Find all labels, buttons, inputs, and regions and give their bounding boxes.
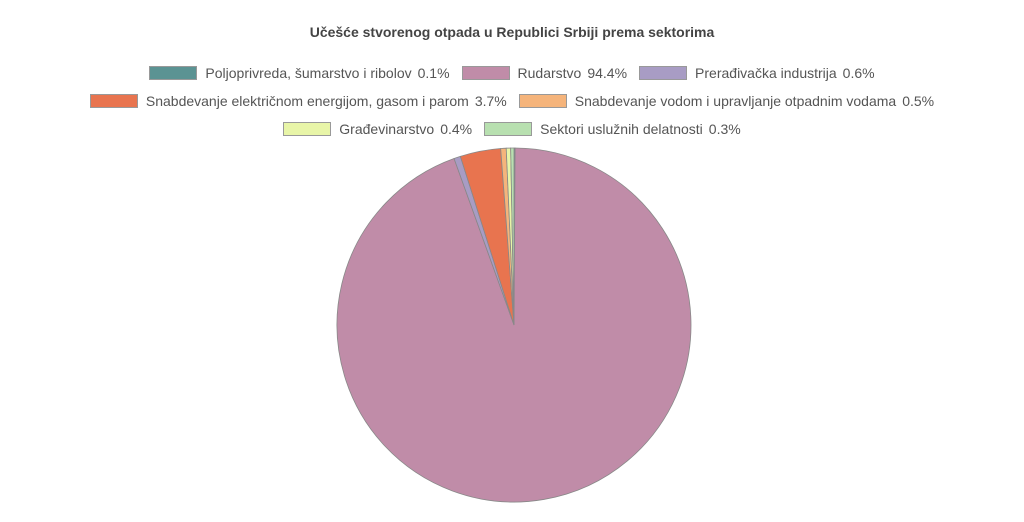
legend-label: Prerađivačka industrija <box>695 65 837 81</box>
chart-title: Učešće stvorenog otpada u Republici Srbi… <box>309 24 715 40</box>
legend-label: Poljoprivreda, šumarstvo i ribolov <box>205 65 412 81</box>
legend-swatch <box>461 66 510 80</box>
legend-swatch <box>149 66 198 80</box>
legend-row-3: Građevinarstvo 0.4% Sektori uslužnih del… <box>0 119 1024 139</box>
legend-item-usluge[interactable]: Sektori uslužnih delatnosti 0.3% <box>484 121 741 137</box>
legend-swatch <box>283 122 332 136</box>
legend-value: 0.4% <box>440 121 473 137</box>
legend-label: Snabdevanje električnom energijom, gasom… <box>145 93 469 109</box>
pie-slice-6[interactable] <box>510 147 515 326</box>
legend-value: 0.3% <box>708 121 741 137</box>
legend-item-preradjivacka[interactable]: Prerađivačka industrija 0.6% <box>639 65 875 81</box>
legend-label: Snabdevanje vodom i upravljanje otpadnim… <box>574 93 897 109</box>
legend-swatch <box>639 66 688 80</box>
legend-item-voda[interactable]: Snabdevanje vodom i upravljanje otpadnim… <box>518 93 935 109</box>
legend-label: Rudarstvo <box>517 65 582 81</box>
legend-label: Sektori uslužnih delatnosti <box>540 121 703 137</box>
legend-item-energija[interactable]: Snabdevanje električnom energijom, gasom… <box>89 93 507 109</box>
legend-value: 0.1% <box>417 65 450 81</box>
legend-value: 3.7% <box>474 93 507 109</box>
legend-item-rudarstvo[interactable]: Rudarstvo 94.4% <box>461 65 628 81</box>
legend-item-gradjevinarstvo[interactable]: Građevinarstvo 0.4% <box>283 121 472 137</box>
legend-value: 0.6% <box>842 65 875 81</box>
legend-item-poljoprivreda[interactable]: Poljoprivreda, šumarstvo i ribolov 0.1% <box>149 65 450 81</box>
legend-swatch <box>484 122 533 136</box>
legend-swatch <box>89 94 138 108</box>
legend-row-1: Poljoprivreda, šumarstvo i ribolov 0.1% … <box>0 63 1024 83</box>
legend-value: 0.5% <box>902 93 935 109</box>
legend-row-2: Snabdevanje električnom energijom, gasom… <box>0 91 1024 111</box>
legend-swatch <box>518 94 567 108</box>
legend-value: 94.4% <box>587 65 628 81</box>
legend-label: Građevinarstvo <box>339 121 435 137</box>
